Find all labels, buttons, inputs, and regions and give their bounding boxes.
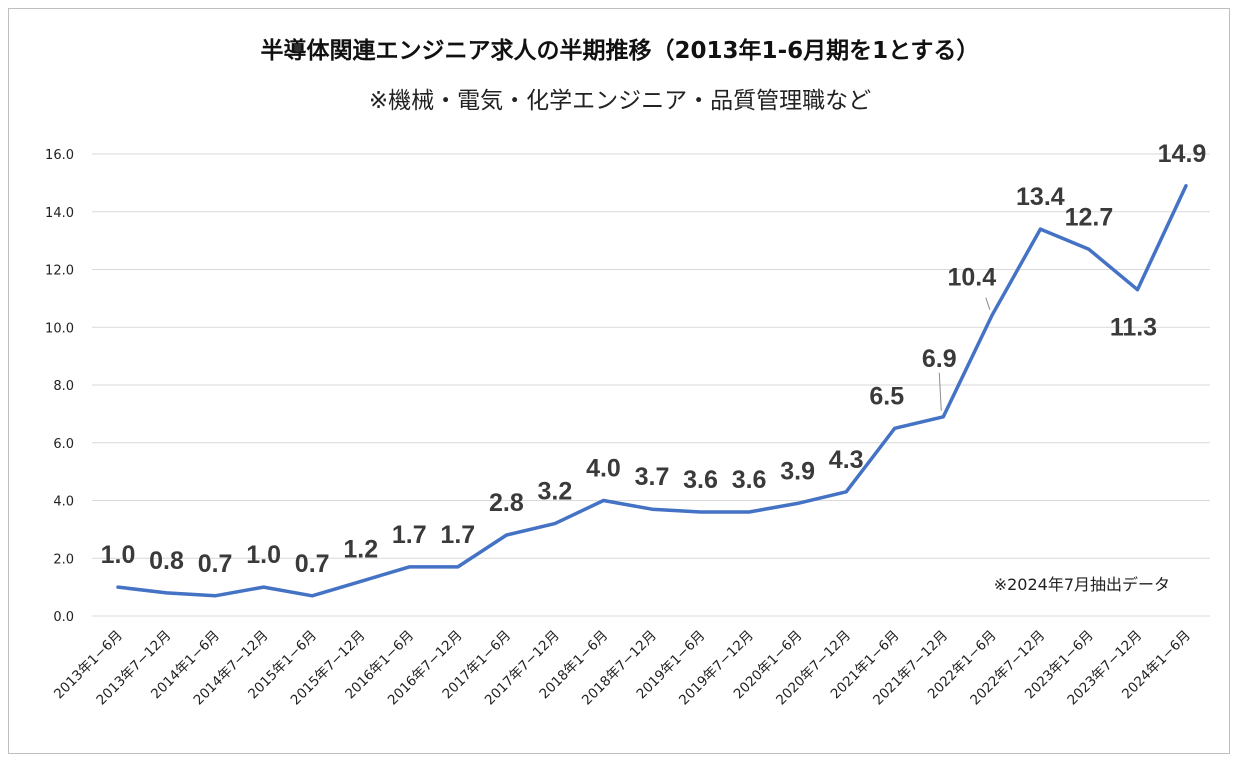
data-point xyxy=(1184,184,1188,188)
data-label: 13.4 xyxy=(1016,183,1065,211)
data-label: 0.8 xyxy=(149,547,184,575)
data-label: 4.3 xyxy=(829,446,864,474)
data-point xyxy=(650,507,654,511)
data-point xyxy=(310,594,314,598)
data-label: 6.9 xyxy=(922,345,957,373)
label-leader-line xyxy=(938,372,942,411)
data-label: 4.0 xyxy=(586,455,621,483)
data-point xyxy=(456,565,460,569)
y-tick-label: 10.0 xyxy=(45,321,74,336)
data-label: 10.4 xyxy=(947,264,996,292)
data-point xyxy=(504,533,508,537)
y-tick-label: 0.0 xyxy=(53,610,74,625)
data-label: 3.7 xyxy=(635,463,670,491)
y-tick-label: 4.0 xyxy=(53,495,74,510)
data-label: 3.9 xyxy=(780,457,815,485)
data-point xyxy=(165,591,169,595)
data-label: 1.0 xyxy=(101,541,136,569)
series-polyline xyxy=(116,184,1188,598)
data-label: 12.7 xyxy=(1065,203,1114,231)
data-point xyxy=(844,490,848,494)
data-label: 6.5 xyxy=(869,382,904,410)
data-point xyxy=(359,579,363,583)
label-leader-line xyxy=(985,297,991,310)
data-point xyxy=(893,426,897,430)
data-point xyxy=(1135,288,1139,292)
data-label: 3.6 xyxy=(683,466,718,494)
chart-frame xyxy=(8,8,1230,754)
data-point xyxy=(601,499,605,502)
chart-subtitle: ※機械・電気・化学エンジニア・品質管理職など xyxy=(369,88,871,114)
data-point xyxy=(1087,247,1091,251)
data-label: 3.6 xyxy=(732,466,767,494)
chart-title: 半導体関連エンジニア求人の半期推移（2013年1-6月期を1とする） xyxy=(261,37,980,64)
data-point xyxy=(407,565,411,569)
gridlines xyxy=(92,153,1210,617)
y-tick-label: 12.0 xyxy=(45,264,74,279)
y-tick-label: 2.0 xyxy=(53,552,74,567)
data-note: ※2024年7月抽出データ xyxy=(994,575,1170,594)
data-point xyxy=(553,522,557,526)
data-point xyxy=(747,510,751,514)
y-tick-label: 6.0 xyxy=(53,437,74,452)
data-point xyxy=(116,585,120,589)
y-tick-label: 14.0 xyxy=(45,206,74,221)
data-label: 1.7 xyxy=(392,521,427,549)
data-label: 0.7 xyxy=(198,550,233,578)
data-label: 1.2 xyxy=(343,535,378,563)
data-label: 11.3 xyxy=(1110,314,1157,342)
data-point xyxy=(262,585,266,589)
data-point xyxy=(1038,227,1042,231)
series-line xyxy=(116,184,1188,598)
data-label: 14.9 xyxy=(1158,140,1207,168)
data-label: 1.7 xyxy=(440,521,475,549)
data-label: 2.8 xyxy=(489,489,524,517)
data-labels: 1.0 0.8 0.7 1.0 0.7 1.2 1.7 1.7 2.8 3.2 4.0 3.7 3.6 3… xyxy=(101,140,1207,578)
x-axis: 2013年1−6月2013年7−12月2014年1−6月2014年7−12月20… xyxy=(51,628,1194,709)
data-label: 3.2 xyxy=(538,478,573,506)
y-axis: 0.0 2.0 4.0 6.0 8.0 10.0 12.0 14.0 16.0 xyxy=(45,148,74,625)
data-point xyxy=(796,501,800,505)
data-point xyxy=(213,594,217,598)
data-label: 1.0 xyxy=(246,541,281,569)
data-label: 0.7 xyxy=(295,550,330,578)
data-point xyxy=(990,314,994,318)
data-point xyxy=(941,415,945,419)
y-tick-label: 16.0 xyxy=(45,148,74,163)
data-point xyxy=(699,510,703,514)
y-tick-label: 8.0 xyxy=(53,379,74,394)
